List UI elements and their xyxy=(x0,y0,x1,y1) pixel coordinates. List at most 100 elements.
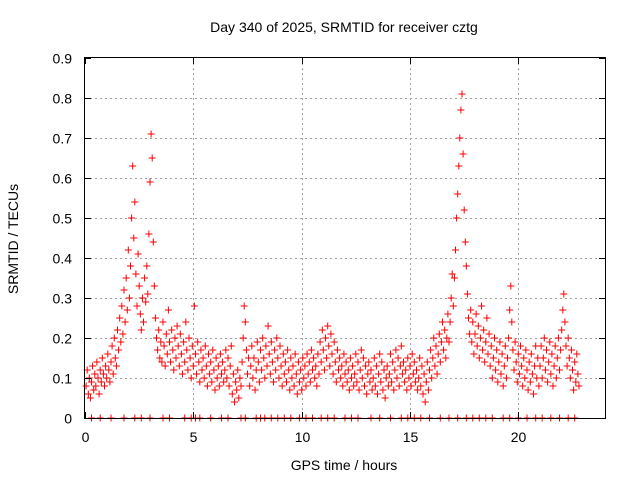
data-point xyxy=(272,366,280,374)
data-point xyxy=(140,318,147,326)
data-point xyxy=(338,362,346,370)
data-point xyxy=(549,382,557,390)
data-point xyxy=(368,386,376,394)
data-point xyxy=(242,346,250,354)
data-point xyxy=(128,214,136,222)
data-point xyxy=(215,382,223,390)
data-point xyxy=(443,334,451,342)
data-point xyxy=(495,358,503,366)
data-point xyxy=(147,130,155,138)
data-point xyxy=(371,382,379,390)
data-point xyxy=(105,366,113,374)
data-point xyxy=(127,262,134,270)
data-point xyxy=(329,370,337,378)
data-point xyxy=(248,342,256,350)
data-point xyxy=(259,334,267,342)
data-point xyxy=(569,366,576,374)
data-point xyxy=(164,306,172,314)
data-point xyxy=(436,358,444,366)
data-point xyxy=(291,350,299,358)
data-point xyxy=(266,370,274,378)
data-point xyxy=(284,346,292,354)
data-point xyxy=(207,358,215,366)
data-point xyxy=(192,350,199,358)
data-point xyxy=(167,358,175,366)
data-point xyxy=(117,338,125,346)
data-point xyxy=(470,350,478,358)
data-point xyxy=(497,370,505,378)
data-point xyxy=(574,370,582,378)
data-point xyxy=(280,370,288,378)
x-axis-label: GPS time / hours xyxy=(291,457,398,473)
data-point xyxy=(210,366,218,374)
data-point xyxy=(332,378,340,386)
data-point xyxy=(367,366,375,374)
data-point xyxy=(429,354,437,362)
data-point xyxy=(93,358,101,366)
data-point xyxy=(426,366,433,374)
data-point xyxy=(320,366,328,374)
data-point xyxy=(553,354,561,362)
data-point xyxy=(218,370,225,378)
data-point xyxy=(224,354,232,362)
data-point xyxy=(307,346,315,354)
data-point xyxy=(349,362,357,370)
data-point xyxy=(563,362,571,370)
data-point xyxy=(336,354,344,362)
data-point xyxy=(121,318,129,326)
data-point xyxy=(541,366,549,374)
y-tick-label: 0.1 xyxy=(53,371,73,387)
data-point xyxy=(455,162,463,170)
data-point xyxy=(512,358,520,366)
data-point xyxy=(239,334,247,342)
data-point xyxy=(290,382,298,390)
data-point xyxy=(474,322,482,330)
data-point xyxy=(517,342,524,350)
data-point xyxy=(322,334,329,342)
data-point xyxy=(499,382,507,390)
data-point xyxy=(297,366,305,374)
data-point xyxy=(556,366,563,374)
data-point xyxy=(120,286,128,294)
data-point xyxy=(492,366,500,374)
data-point xyxy=(168,326,176,334)
data-point xyxy=(237,382,245,390)
data-point xyxy=(356,366,364,374)
data-point xyxy=(98,354,106,362)
x-tick-label: 15 xyxy=(403,429,419,445)
data-point xyxy=(366,378,374,386)
data-point xyxy=(108,342,116,350)
data-point xyxy=(130,234,138,242)
data-point xyxy=(513,378,521,386)
data-point xyxy=(319,346,327,354)
data-point xyxy=(276,342,284,350)
data-point xyxy=(112,362,120,370)
data-point xyxy=(257,346,264,354)
data-point xyxy=(394,354,402,362)
data-point xyxy=(206,370,214,378)
data-point xyxy=(267,338,275,346)
data-point xyxy=(114,326,121,334)
data-point xyxy=(315,370,323,378)
data-point xyxy=(375,370,383,378)
data-point xyxy=(219,358,227,366)
x-tick-label: 0 xyxy=(82,429,90,445)
data-point xyxy=(287,354,295,362)
data-point xyxy=(326,362,334,370)
data-point xyxy=(397,342,405,350)
data-point xyxy=(564,334,572,342)
data-point xyxy=(157,338,165,346)
y-tick-label: 0.4 xyxy=(53,251,73,267)
data-point xyxy=(333,346,341,354)
data-point xyxy=(350,382,358,390)
data-point xyxy=(309,366,316,374)
data-point xyxy=(170,366,178,374)
data-point xyxy=(198,366,206,374)
data-point xyxy=(278,382,286,390)
data-point xyxy=(260,354,268,362)
data-point xyxy=(246,382,254,390)
data-point xyxy=(505,334,513,342)
data-point xyxy=(171,334,179,342)
data-point xyxy=(357,346,365,354)
data-point xyxy=(149,238,157,246)
